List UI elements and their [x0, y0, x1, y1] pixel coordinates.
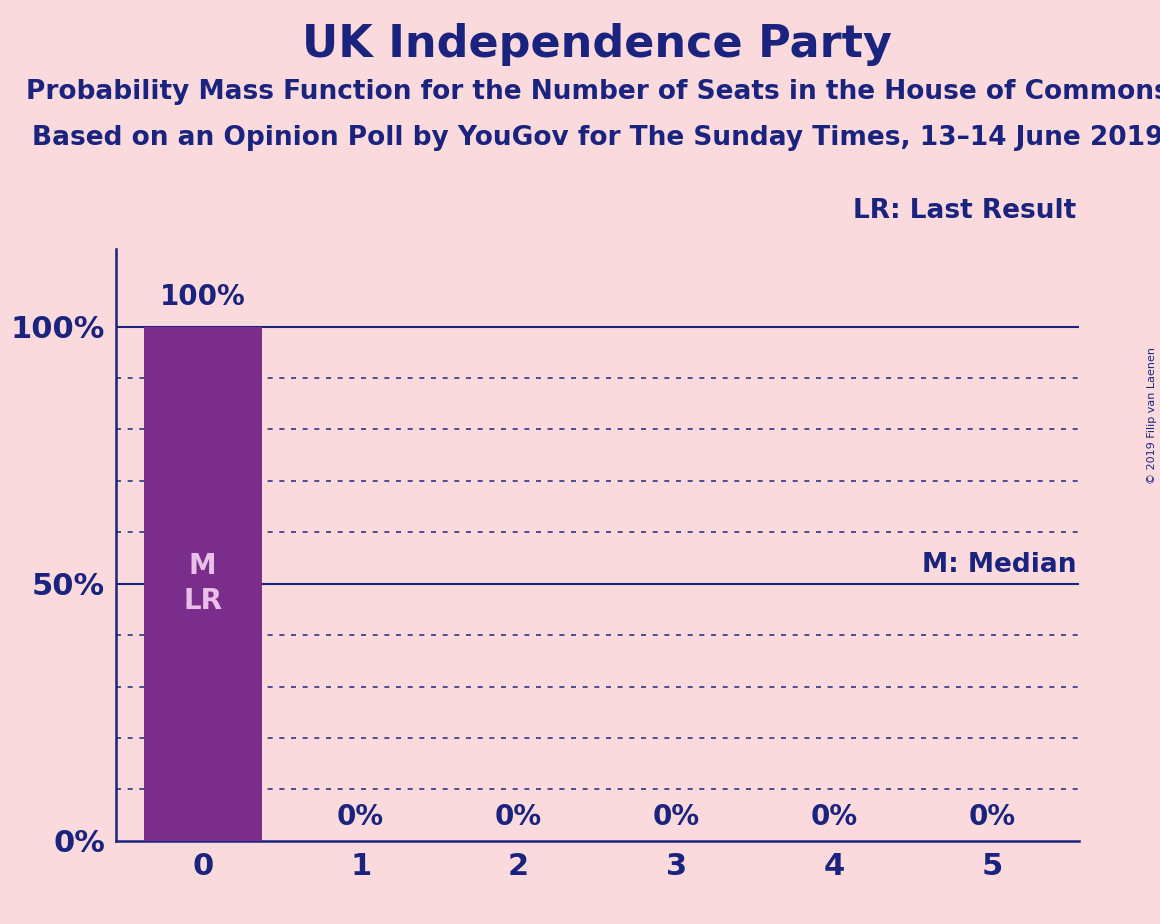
- Text: 0%: 0%: [811, 803, 857, 831]
- Text: Based on an Opinion Poll by YouGov for The Sunday Times, 13–14 June 2019: Based on an Opinion Poll by YouGov for T…: [31, 125, 1160, 151]
- Text: 0%: 0%: [495, 803, 542, 831]
- Text: M
LR: M LR: [183, 553, 223, 615]
- Text: © 2019 Filip van Laenen: © 2019 Filip van Laenen: [1147, 347, 1157, 484]
- Text: 0%: 0%: [969, 803, 1015, 831]
- Text: Probability Mass Function for the Number of Seats in the House of Commons: Probability Mass Function for the Number…: [26, 79, 1160, 104]
- Text: LR: Last Result: LR: Last Result: [853, 199, 1076, 225]
- Text: 0%: 0%: [653, 803, 699, 831]
- Text: 0%: 0%: [338, 803, 384, 831]
- Text: 100%: 100%: [160, 283, 246, 311]
- Text: M: Median: M: Median: [921, 553, 1076, 578]
- Text: UK Independence Party: UK Independence Party: [303, 23, 892, 67]
- Bar: [144, 326, 262, 841]
